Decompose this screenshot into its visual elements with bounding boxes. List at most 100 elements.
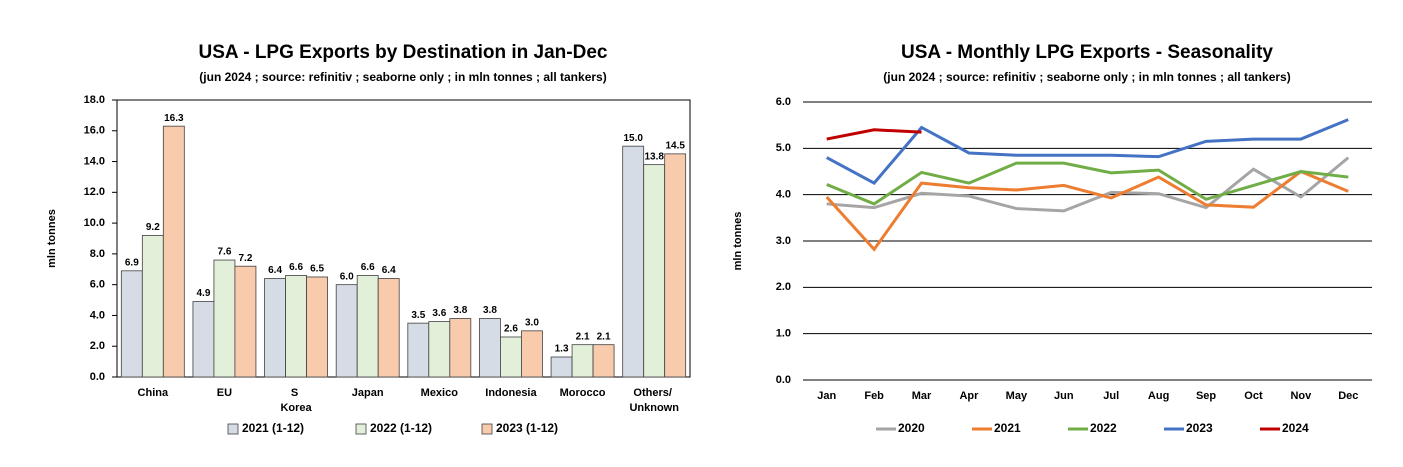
line [825,169,1349,252]
x-tick-line: S [291,387,301,399]
line [826,161,1349,206]
legend-label: 2022 (1-12) [370,421,432,435]
bar [407,322,430,378]
legend-label: 2021 [994,421,1021,435]
x-tick-label: Jun [1054,390,1074,402]
legend-label: 2024 [1282,421,1309,435]
bar [120,270,143,378]
data-label: 6.4 [382,265,396,276]
line [825,118,1349,185]
data-label: 3.0 [525,317,539,328]
chart-subtitle: (jun 2024 ; source: refinitiv ; seaborne… [199,70,606,84]
bar [335,284,358,378]
x-tick-label: Nov [1290,390,1312,402]
x-tick-label: Japan [352,387,384,399]
bar [622,145,645,378]
bar [356,275,379,378]
bar [664,153,687,378]
legend-swatch [481,423,493,435]
data-label: 3.6 [432,308,446,319]
data-label: 6.6 [361,262,375,273]
x-tick-label: Indonesia [485,387,537,399]
bar [550,356,573,378]
x-tick-label: Apr [959,390,979,402]
x-tick-label: Feb [864,390,884,402]
x-tick-label: Mexico [421,387,459,399]
data-label: 3.8 [453,305,467,316]
bar [234,265,257,378]
x-tick-label: Morocco [560,387,606,399]
data-label: 6.9 [125,257,139,268]
y-tick-label: 0.0 [776,374,791,386]
legend-label: 2023 (1-12) [496,421,558,435]
y-tick-label: 16.0 [84,125,105,137]
chart-title: USA - LPG Exports by Destination in Jan-… [199,42,608,63]
bar [571,344,594,378]
legend-swatch [355,423,367,435]
x-tick-label: Jul [1103,390,1119,402]
data-label: 14.5 [665,141,685,152]
data-label: 6.5 [310,264,324,275]
y-tick-label: 8.0 [90,248,105,260]
x-tick-label: EU [217,387,232,399]
data-label: 6.4 [268,265,282,276]
x-tick-label: S Korea [280,387,312,414]
data-label: 1.3 [555,344,569,355]
data-label: 9.2 [146,222,160,233]
data-label: 2.1 [597,331,611,342]
x-tick-label: Aug [1148,390,1169,402]
bar [377,278,400,378]
bar [643,164,666,378]
bar [213,259,236,378]
legend-swatch [227,423,239,435]
y-tick-label: 0.0 [90,371,105,383]
line [826,128,922,141]
data-label: 7.6 [217,247,231,258]
y-tick-label: 18.0 [84,94,105,106]
y-tick-label: 6.0 [776,96,791,108]
y-tick-label: 3.0 [776,235,791,247]
data-label: 6.6 [289,262,303,273]
bar [521,330,543,378]
y-tick-label: 2.0 [776,281,791,293]
data-label: 3.5 [411,310,425,321]
plot-frame [116,99,691,378]
legend-label: 2023 [1186,421,1213,435]
y-axis-label: mln tonnes [732,212,744,271]
chart-subtitle: (jun 2024 ; source: refinitiv ; seaborne… [883,70,1290,84]
x-tick-label: Others/ Unknown [629,387,679,414]
x-tick-label: Jan [817,390,836,402]
data-label: 4.9 [196,288,210,299]
bar [162,125,185,378]
y-axis-label: mln tonnes [46,209,58,268]
bar [479,318,501,378]
x-tick-label: China [138,387,169,399]
bar [285,275,307,378]
bar [428,321,451,378]
data-label: 2.1 [576,331,590,342]
y-tick-label: 4.0 [776,189,791,201]
y-tick-label: 14.0 [84,155,105,167]
bar [449,318,472,378]
y-tick-label: 1.0 [776,328,791,340]
x-tick-label: Dec [1338,390,1358,402]
chart-title: USA - Monthly LPG Exports - Seasonality [901,42,1273,63]
legend-label: 2020 [898,421,925,435]
y-tick-label: 4.0 [90,309,105,321]
data-label: 7.2 [238,253,252,264]
data-label: 16.3 [164,113,184,124]
y-tick-label: 12.0 [84,186,105,198]
legend-label: 2022 [1090,421,1117,435]
data-label: 6.0 [340,271,354,282]
data-label: 3.8 [483,305,497,316]
bar [500,336,522,378]
x-tick-line: Unknown [629,402,679,414]
x-tick-line: Others/ [633,387,675,399]
data-label: 13.8 [644,151,664,162]
bar [592,344,615,378]
bar [264,278,286,378]
x-tick-label: Oct [1244,390,1263,402]
bar [141,235,164,378]
x-tick-label: Mar [912,390,932,402]
y-tick-label: 5.0 [776,142,791,154]
